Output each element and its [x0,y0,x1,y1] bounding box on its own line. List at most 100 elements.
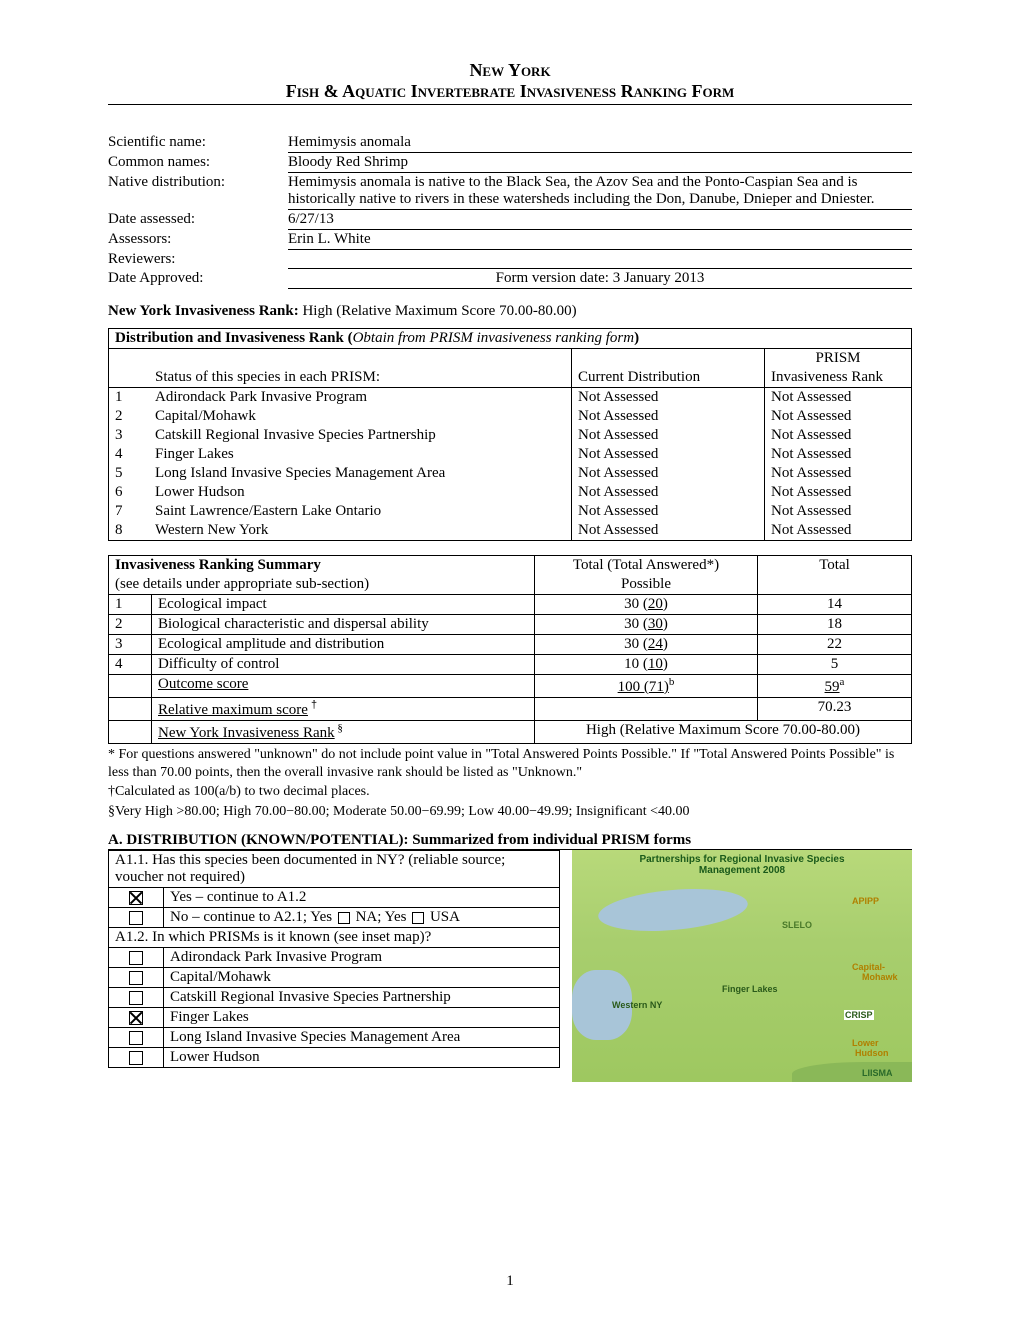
a12-option-label: Adirondack Park Invasive Program [164,948,560,968]
a12-option-row: Adirondack Park Invasive Program [109,948,560,968]
a12-checkbox[interactable] [129,991,143,1005]
section-a-header: A. DISTRIBUTION (KNOWN/POTENTIAL): Summa… [108,832,912,850]
sum-row-num: 1 [109,595,152,615]
assessors-label: Assessors: [108,230,288,250]
assessors: Erin L. White [288,230,912,250]
prism-row-num: 3 [109,426,150,445]
prism-row-name: Catskill Regional Invasive Species Partn… [149,426,572,445]
prism-row-num: 5 [109,464,150,483]
prism-row-rank: Not Assessed [765,521,912,541]
sum-row-poss: 10 (10) [535,655,758,675]
prism-row-dist: Not Assessed [572,464,765,483]
prism-row-rank: Not Assessed [765,388,912,408]
a12-option-label: Finger Lakes [164,1008,560,1028]
lake-ontario-shape [597,884,750,937]
footnote-1: * For questions answered "unknown" do no… [108,746,912,781]
sum-row-num: 4 [109,655,152,675]
prism-row: 1 Adirondack Park Invasive Program Not A… [109,388,912,408]
summary-row: 4 Difficulty of control 10 (10) 5 [109,655,912,675]
a12-option-row: Finger Lakes [109,1008,560,1028]
reviewers [288,250,912,269]
a12-option-row: Catskill Regional Invasive Species Partn… [109,988,560,1008]
map-label-lh1: Lower [852,1038,879,1048]
common-names: Bloody Red Shrimp [288,153,912,173]
prism-sub-label: Status of this species in each PRISM: [149,368,572,388]
prism-row-name: Saint Lawrence/Eastern Lake Ontario [149,502,572,521]
date-assessed-label: Date assessed: [108,210,288,230]
a12-checkbox[interactable] [129,1051,143,1065]
sum-row-poss: 30 (20) [535,595,758,615]
a11-yes-label: Yes – continue to A1.2 [164,888,560,908]
prism-row-dist: Not Assessed [572,388,765,408]
inset-map: Partnerships for Regional Invasive Speci… [572,850,912,1082]
prism-row-name: Long Island Invasive Species Management … [149,464,572,483]
relmax-label: Relative maximum score [158,702,308,718]
outcome-label: Outcome score [158,676,248,692]
map-label-fl: Finger Lakes [722,984,778,994]
rank-value: High (Relative Maximum Score 70.00-80.00… [299,303,577,319]
sum-row-num: 2 [109,615,152,635]
long-island-shape [792,1062,912,1082]
summary-row: 3 Ecological amplitude and distribution … [109,635,912,655]
prism-row-dist: Not Assessed [572,407,765,426]
prism-row-num: 1 [109,388,150,408]
sum-row-name: Ecological impact [152,595,535,615]
prism-row: 2 Capital/Mohawk Not Assessed Not Assess… [109,407,912,426]
prism-row: 5 Long Island Invasive Species Managemen… [109,464,912,483]
map-label-lisma: LIISMA [862,1068,893,1078]
summary-row: 1 Ecological impact 30 (20) 14 [109,595,912,615]
na-checkbox[interactable] [338,912,350,924]
a11-yes-checkbox[interactable] [129,891,143,905]
prism-row-rank: Not Assessed [765,502,912,521]
a12-question: A1.2. In which PRISMs is it known (see i… [109,928,560,948]
sum-row-tot: 5 [758,655,912,675]
page: New York Fish & Aquatic Invertebrate Inv… [0,0,1020,1320]
a12-option-label: Long Island Invasive Species Management … [164,1028,560,1048]
sum-h3: Total [758,556,912,576]
a12-checkbox[interactable] [129,1011,143,1025]
sum-row-num: 3 [109,635,152,655]
a12-checkbox[interactable] [129,951,143,965]
prism-row-name: Western New York [149,521,572,541]
info-table: Scientific name: Hemimysis anomala Commo… [108,133,912,289]
sum-row-name: Biological characteristic and dispersal … [152,615,535,635]
usa-checkbox[interactable] [412,912,424,924]
prism-row-dist: Not Assessed [572,426,765,445]
prism-row-rank: Not Assessed [765,407,912,426]
a11-no-label: No – continue to A2.1; Yes NA; Yes USA [164,908,560,928]
map-label-apipp: APIPP [852,896,879,906]
prism-row-dist: Not Assessed [572,502,765,521]
summary-table: Invasiveness Ranking Summary Total (Tota… [108,555,912,744]
nyrank-val: High (Relative Maximum Score 70.00-80.00… [535,721,912,744]
title-line1: New York [108,60,912,81]
sum-row-poss: 30 (30) [535,615,758,635]
prism-head-suffix: ) [634,330,639,346]
nyrank-label: New York Invasiveness Rank [158,725,335,741]
prism-row-name: Finger Lakes [149,445,572,464]
prism-row-rank: Not Assessed [765,445,912,464]
common-names-label: Common names: [108,153,288,173]
prism-row-name: Capital/Mohawk [149,407,572,426]
footnote-3: §Very High >80.00; High 70.00−80.00; Mod… [108,803,912,821]
prism-row-num: 7 [109,502,150,521]
prism-table: Distribution and Invasiveness Rank (Obta… [108,328,912,541]
summary-row: 2 Biological characteristic and dispersa… [109,615,912,635]
page-number: 1 [0,1273,1020,1290]
sum-sub2: Possible [535,575,758,595]
map-label-wny: Western NY [612,1000,662,1010]
prism-row-rank: Not Assessed [765,483,912,502]
sum-row-tot: 22 [758,635,912,655]
native-dist-label: Native distribution: [108,173,288,210]
a11-no-checkbox[interactable] [129,911,143,925]
a12-checkbox[interactable] [129,1031,143,1045]
a12-checkbox[interactable] [129,971,143,985]
prism-sub-right: PRISM [765,349,912,369]
prism-row: 7 Saint Lawrence/Eastern Lake Ontario No… [109,502,912,521]
sum-row-tot: 18 [758,615,912,635]
map-label-capital: Capital- [852,962,885,972]
sum-h2: Total (Total Answered*) [535,556,758,576]
native-dist: Hemimysis anomala is native to the Black… [288,173,912,210]
sum-row-name: Difficulty of control [152,655,535,675]
prism-row: 3 Catskill Regional Invasive Species Par… [109,426,912,445]
prism-row-num: 2 [109,407,150,426]
